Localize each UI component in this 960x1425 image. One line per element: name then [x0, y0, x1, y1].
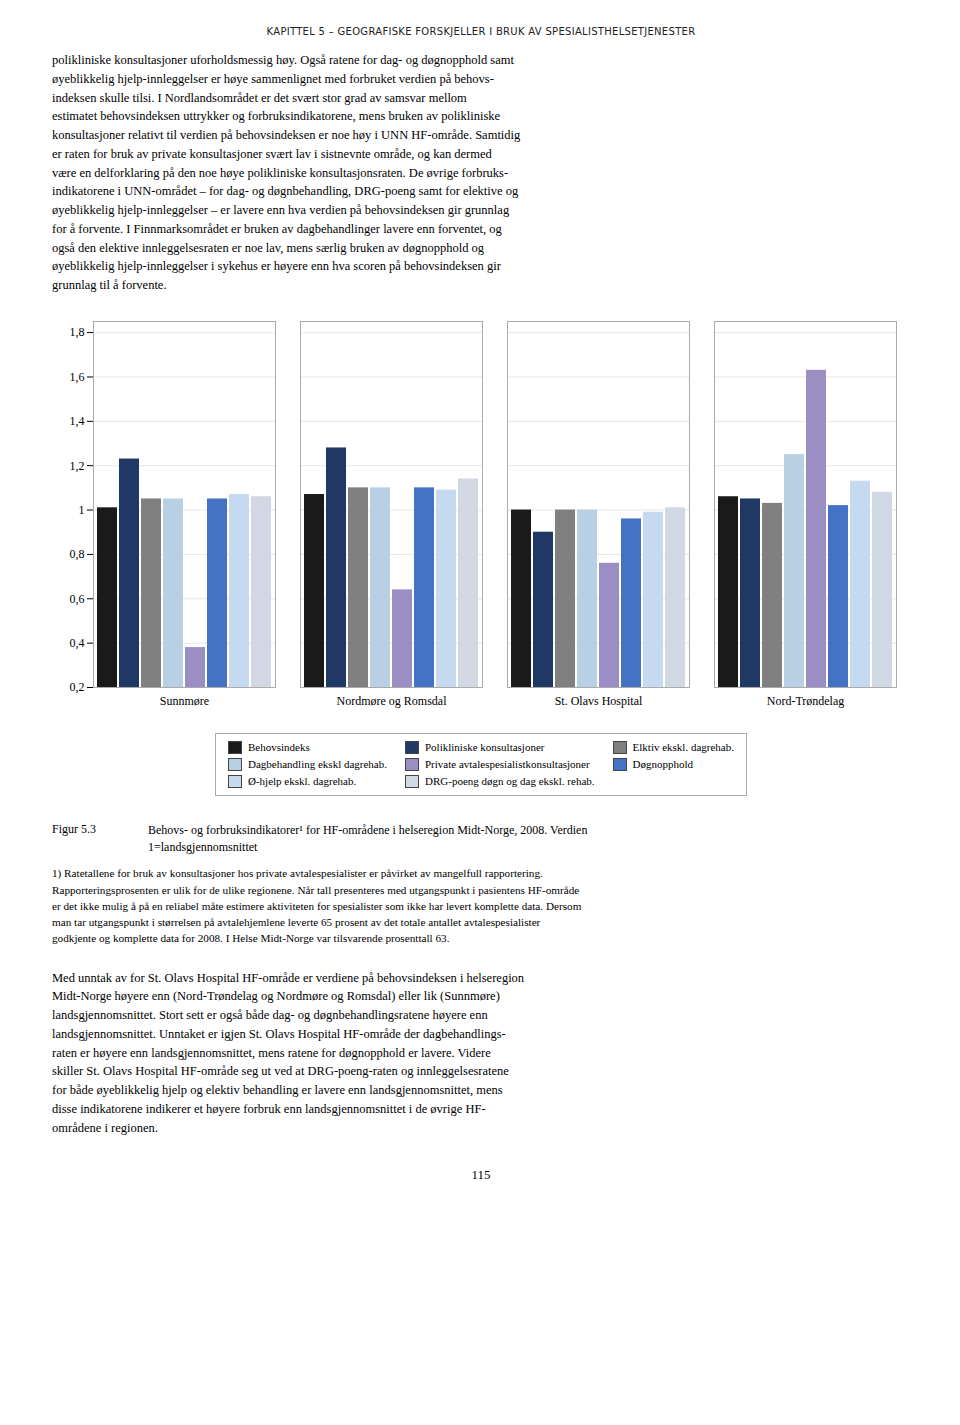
- html-text:1) Ratetallene for bruk av kon: 1) Ratetallene for bruk av konsultasjone…: [52, 867, 582, 945]
- html-text:Ø-hjelp ekskl. dagrehab.: Ø-hjelp ekskl. dagrehab.: [248, 775, 357, 788]
- html-text:polikliniske konsultasjoner uf: polikliniske konsultasjoner uforholdsmes…: [52, 53, 521, 292]
- svg-text:1,6: 1,6: [70, 370, 85, 384]
- svg-text:St. Olavs Hospital: St. Olavs Hospital: [555, 694, 643, 708]
- html-text:Behovsindeks: Behovsindeks: [248, 741, 310, 754]
- html-text:Elktiv ekskl. dagrehab.: Elktiv ekskl. dagrehab.: [632, 741, 734, 754]
- svg-text:1,8: 1,8: [70, 325, 85, 339]
- svg-text:1,2: 1,2: [70, 458, 85, 472]
- svg-text:Sunnmøre: Sunnmøre: [160, 694, 209, 708]
- html-text:Med unntak av for St. Olavs Ho: Med unntak av for St. Olavs Hospital HF-…: [52, 970, 525, 1135]
- svg-text:1: 1: [79, 503, 85, 517]
- svg-text:Nord-Trøndelag: Nord-Trøndelag: [767, 694, 845, 708]
- html-text:Figur 5.3: Figur 5.3: [52, 821, 96, 836]
- svg-text:Nordmøre og Romsdal: Nordmøre og Romsdal: [337, 694, 448, 708]
- svg-text:1,4: 1,4: [70, 414, 85, 428]
- html-text:Private avtalespesialistkonsul: Private avtalespesialistkonsultasjoner: [425, 758, 590, 771]
- html-text:DRG-poeng døgn og dag ekskl. r: DRG-poeng døgn og dag ekskl. rehab.: [425, 775, 595, 788]
- html-text:Behovs- og forbruksindikatorer: Behovs- og forbruksindikatorer¹ for HF-o…: [148, 822, 588, 854]
- html-text:Polikliniske konsultasjoner: Polikliniske konsultasjoner: [425, 741, 545, 754]
- svg-text:0,4: 0,4: [70, 636, 85, 650]
- html-text:Døgnopphold: Døgnopphold: [632, 758, 694, 771]
- html-text:115: 115: [471, 1167, 491, 1183]
- html-text:Dagbehandling ekskl dagrehab.: Dagbehandling ekskl dagrehab.: [248, 758, 387, 771]
- html-text:KAPITTEL 5 – GEOGRAFISKE FORSK: KAPITTEL 5 – GEOGRAFISKE FORSKJELLER I B…: [266, 26, 696, 37]
- svg-text:0,2: 0,2: [70, 680, 85, 694]
- svg-text:0,8: 0,8: [70, 547, 85, 561]
- svg-text:0,6: 0,6: [70, 591, 85, 605]
